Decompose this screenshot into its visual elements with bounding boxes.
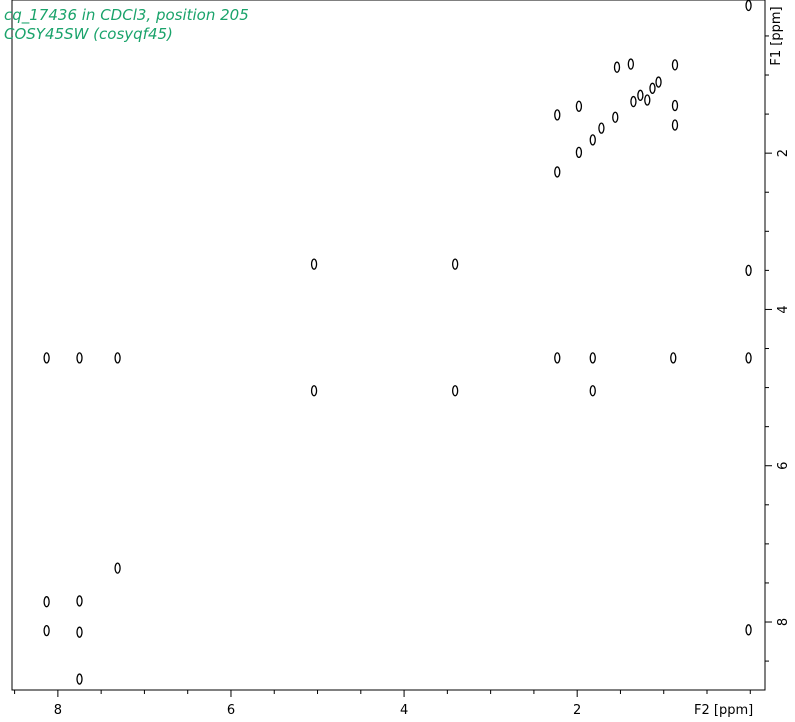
- cross-peak: [43, 352, 50, 364]
- x-axis-label: F2 [ppm]: [694, 703, 753, 718]
- cross-peak: [589, 385, 596, 397]
- cross-peak: [589, 352, 596, 364]
- x-tick-label: 8: [54, 703, 62, 718]
- cross-peak: [76, 673, 83, 685]
- cross-peak: [310, 258, 318, 270]
- cross-peak: [630, 95, 637, 108]
- cross-peak: [637, 89, 644, 101]
- cross-peak: [745, 352, 752, 364]
- y-tick-label: 6: [776, 462, 791, 470]
- cross-peak: [670, 352, 677, 364]
- cross-peak: [589, 134, 596, 146]
- cross-peak: [451, 258, 459, 270]
- plot-frame: [11, 0, 766, 691]
- cross-peak: [671, 99, 679, 112]
- cross-peak: [745, 264, 752, 277]
- y-tick-label: 4: [776, 305, 791, 313]
- y-tick-label: 8: [776, 618, 791, 626]
- cross-peak: [451, 385, 459, 397]
- cross-peak: [644, 94, 651, 106]
- cross-peak: [612, 111, 619, 123]
- cross-peak: [310, 385, 318, 397]
- cross-peak: [43, 596, 50, 608]
- x-tick-label: 2: [573, 703, 581, 718]
- cross-peak: [671, 119, 679, 131]
- cross-peak: [554, 352, 561, 364]
- cross-peak: [575, 100, 583, 112]
- cross-peak: [76, 595, 83, 607]
- cross-peak: [613, 61, 621, 73]
- cross-peak: [655, 76, 662, 88]
- chart-title: cq_17436 in CDCl3, position 205: [4, 6, 249, 25]
- cross-peak: [76, 626, 83, 638]
- cross-peak: [575, 146, 583, 159]
- y-axis-label: F1 [ppm]: [769, 6, 784, 65]
- cross-peak: [627, 58, 634, 70]
- y-tick-label: 2: [776, 149, 791, 157]
- cross-peak: [114, 562, 121, 574]
- cross-peak: [671, 59, 679, 71]
- x-tick-label: 4: [400, 703, 408, 718]
- cross-peak: [554, 109, 561, 121]
- chart-subtitle: COSY45SW (cosyqf45): [4, 25, 173, 43]
- cross-peak: [114, 352, 121, 364]
- x-tick-label: 6: [227, 703, 235, 718]
- cross-peak: [554, 166, 561, 178]
- cross-peak: [43, 624, 50, 637]
- cross-peak: [598, 122, 605, 134]
- cross-peak: [745, 0, 752, 12]
- cross-peak: [76, 352, 83, 364]
- cross-peak: [745, 624, 752, 636]
- cross-peak: [649, 82, 656, 94]
